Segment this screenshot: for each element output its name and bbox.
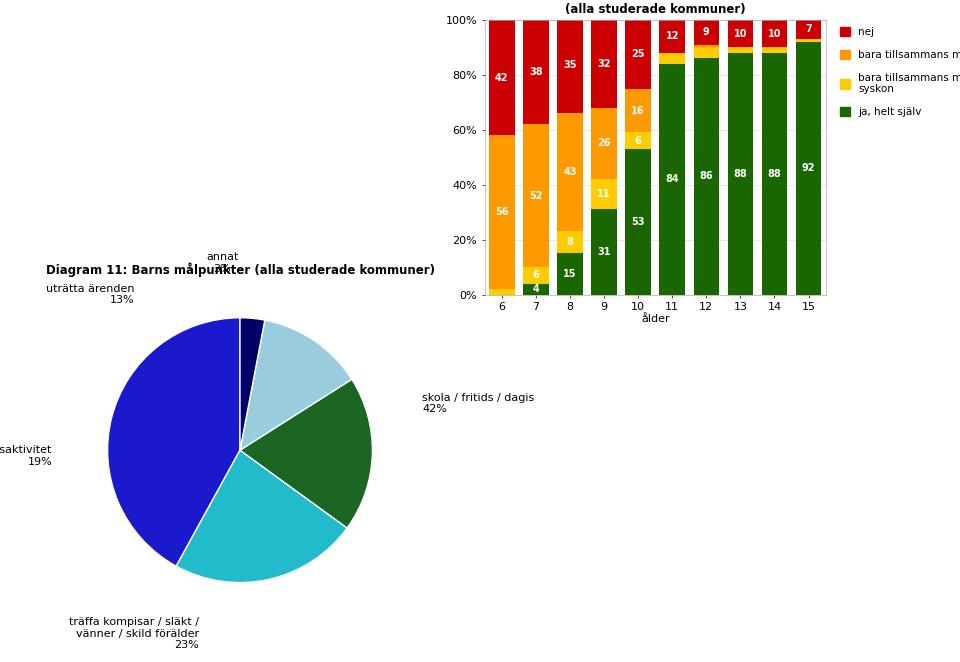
Text: 12: 12	[665, 31, 679, 41]
Text: skola / fritids / dagis
42%: skola / fritids / dagis 42%	[422, 393, 535, 414]
Bar	[660, 20, 685, 53]
Bar	[796, 20, 822, 39]
Bar	[489, 289, 515, 295]
Bar	[761, 48, 787, 53]
Text: 31: 31	[597, 247, 611, 257]
Bar	[625, 89, 651, 132]
Bar	[523, 124, 549, 267]
Wedge shape	[240, 318, 265, 450]
Bar	[489, 20, 515, 135]
Bar	[761, 20, 787, 48]
Wedge shape	[108, 318, 240, 566]
X-axis label: ålder: ålder	[641, 314, 669, 324]
Text: 88: 88	[733, 169, 747, 179]
Bar	[625, 149, 651, 295]
Bar	[728, 53, 754, 295]
Text: 10: 10	[733, 28, 747, 38]
Text: fritidsaktivitet
19%: fritidsaktivitet 19%	[0, 446, 52, 467]
Bar	[557, 232, 583, 254]
Text: 25: 25	[632, 49, 645, 59]
Text: 53: 53	[632, 216, 645, 227]
Text: 11: 11	[597, 189, 611, 199]
Bar	[660, 64, 685, 295]
Bar	[591, 209, 617, 295]
Text: 26: 26	[597, 138, 611, 148]
Bar	[591, 179, 617, 209]
Wedge shape	[240, 379, 372, 528]
Bar	[625, 20, 651, 89]
Bar	[591, 20, 617, 108]
Legend: nej, bara tillsammans med vuxen, bara tillsammans med kompis eller
syskon, ja, h: nej, bara tillsammans med vuxen, bara ti…	[838, 25, 960, 119]
Bar	[660, 53, 685, 64]
Text: 42: 42	[495, 73, 509, 83]
Bar	[523, 267, 549, 283]
Text: 32: 32	[597, 59, 611, 69]
Bar	[693, 20, 719, 44]
Text: 15: 15	[564, 269, 577, 279]
Bar	[523, 20, 549, 124]
Bar	[728, 20, 754, 48]
Bar	[693, 58, 719, 295]
Bar	[693, 48, 719, 58]
Text: 16: 16	[632, 105, 645, 116]
Title: Diagram 12: Får du cykla till skolan på egen hand - olika åldrar
(alla studerade: Diagram 12: Får du cykla till skolan på …	[446, 0, 864, 16]
Text: 56: 56	[495, 207, 509, 217]
Text: 38: 38	[529, 67, 542, 77]
Text: 9: 9	[703, 27, 709, 37]
Bar	[796, 39, 822, 42]
Bar	[557, 17, 583, 113]
Text: 7: 7	[805, 24, 812, 34]
Text: 6: 6	[533, 270, 540, 281]
Bar	[796, 42, 822, 295]
Text: 92: 92	[802, 164, 815, 173]
Bar	[557, 254, 583, 295]
Title: Diagram 11: Barns målpunkter (alla studerade kommuner): Diagram 11: Barns målpunkter (alla stude…	[45, 262, 435, 277]
Wedge shape	[240, 320, 351, 450]
Text: 84: 84	[665, 174, 679, 184]
Text: 8: 8	[566, 238, 573, 248]
Text: 43: 43	[564, 167, 577, 177]
Bar	[693, 44, 719, 48]
Text: 10: 10	[768, 28, 781, 38]
Text: 4: 4	[533, 284, 540, 294]
Text: 88: 88	[768, 169, 781, 179]
Text: annat
3%: annat 3%	[206, 252, 238, 274]
Text: träffa kompisar / släkt /
vänner / skild förälder
23%: träffa kompisar / släkt / vänner / skild…	[69, 617, 199, 650]
Text: 35: 35	[564, 60, 577, 70]
Wedge shape	[177, 450, 348, 583]
Bar	[625, 132, 651, 149]
Bar	[523, 283, 549, 295]
Bar	[591, 108, 617, 179]
Text: 6: 6	[635, 136, 641, 146]
Text: 86: 86	[700, 171, 713, 181]
Bar	[489, 135, 515, 289]
Text: uträtta ärenden
13%: uträtta ärenden 13%	[46, 284, 134, 305]
Bar	[557, 113, 583, 232]
Bar	[761, 53, 787, 295]
Bar	[728, 48, 754, 53]
Text: 52: 52	[529, 191, 542, 201]
